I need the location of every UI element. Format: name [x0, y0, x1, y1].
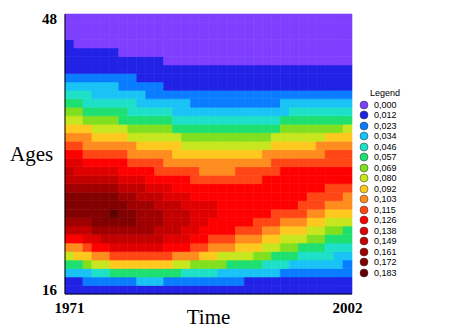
html-text:0,023: 0,023 [374, 120, 397, 131]
html-text:0,115: 0,115 [374, 204, 396, 215]
html-text:0,161: 0,161 [374, 246, 397, 257]
html-text:0,172: 0,172 [374, 257, 397, 267]
svg-text:16: 16 [42, 282, 58, 298]
html-text:0,183: 0,183 [374, 267, 397, 278]
html-text:0,138: 0,138 [374, 225, 397, 236]
svg-text:48: 48 [42, 11, 57, 27]
html-text:0,000: 0,000 [374, 99, 397, 110]
html-text:0,034: 0,034 [374, 131, 397, 141]
svg-text:1971: 1971 [54, 300, 84, 316]
html-text:0,092: 0,092 [374, 183, 397, 194]
html-text:0,057: 0,057 [374, 152, 397, 162]
svg-text:Time: Time [187, 305, 231, 324]
html-text:0,069: 0,069 [374, 162, 397, 173]
html-text:0,012: 0,012 [374, 110, 397, 120]
html-text:0,126: 0,126 [374, 215, 397, 225]
html-text:Legend: Legend [370, 88, 400, 98]
html-text:0,080: 0,080 [374, 173, 397, 183]
svg-text:Ages: Ages [10, 142, 53, 166]
html-text:0,046: 0,046 [374, 141, 397, 152]
svg-text:2002: 2002 [333, 300, 363, 316]
html-text:0,149: 0,149 [374, 236, 397, 246]
html-text:0,103: 0,103 [374, 194, 397, 204]
